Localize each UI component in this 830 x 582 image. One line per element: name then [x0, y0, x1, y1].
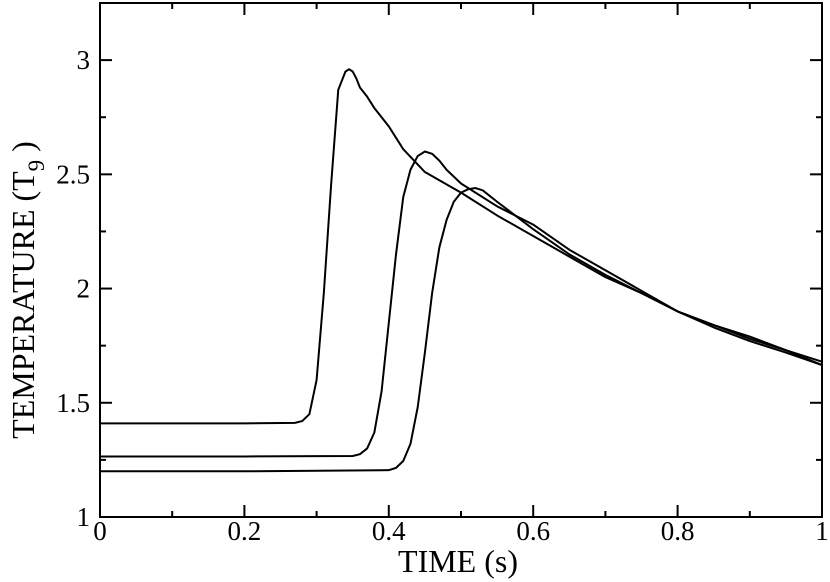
y-axis-label-suffix: ) [5, 141, 41, 160]
ticks-group [99, 3, 823, 518]
y-tick-label: 3 [77, 45, 91, 75]
tick-labels-group: 0 0.2 0.4 0.6 0.8 1 1 1.5 2 2.5 3 [56, 45, 829, 546]
y-axis-label-main: TEMPERATURE (T [5, 171, 41, 439]
y-axis-label: TEMPERATURE (T9 ) [5, 141, 49, 439]
series-line-3 [100, 187, 823, 473]
series-line-2 [100, 150, 823, 458]
y-tick-label: 2 [77, 274, 91, 304]
x-axis-label: TIME (s) [398, 543, 518, 579]
x-tick-label: 0.2 [228, 516, 262, 546]
x-tick-label: 0.6 [516, 516, 550, 546]
x-tick-label: 0 [93, 516, 107, 546]
x-tick-label: 0.8 [661, 516, 695, 546]
y-tick-label: 1.5 [56, 388, 90, 418]
y-tick-label: 2.5 [56, 159, 90, 189]
x-tick-label: 0.4 [372, 516, 406, 546]
series-group [100, 68, 823, 473]
series-line-1 [100, 68, 823, 425]
y-tick-label: 1 [77, 502, 91, 532]
y-axis-label-subscript: 9 [24, 160, 49, 172]
x-tick-label: 1 [815, 516, 829, 546]
plot-frame [99, 2, 823, 518]
